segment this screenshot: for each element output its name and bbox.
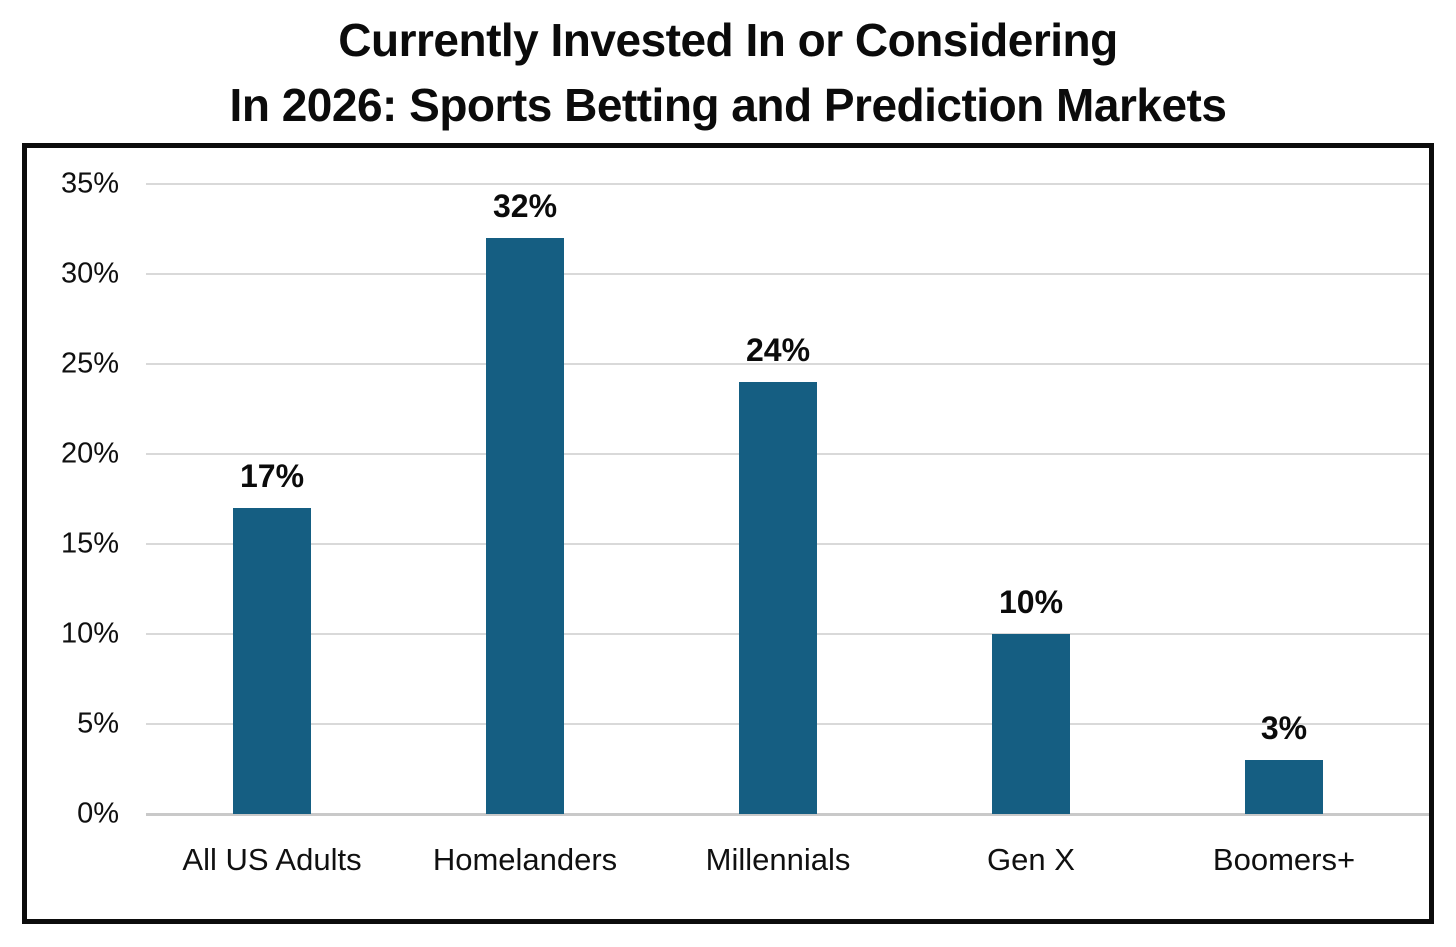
bar-homelanders: [486, 238, 564, 814]
chart-frame: 35% 30% 25% 20% 15% 10% 5% 0% 17% 32% 24% 10% 3% Al…: [22, 143, 1434, 924]
x-axis-baseline: [146, 813, 1429, 816]
x-category-label-all-us-adults: All US Adults: [182, 842, 362, 877]
x-category-label-gen-x: Gen X: [987, 842, 1075, 877]
bar-all-us-adults: [233, 508, 311, 814]
bar-value-label-millennials: 24%: [745, 332, 811, 368]
y-axis-labels: 35% 30% 25% 20% 15% 10% 5% 0%: [27, 168, 119, 830]
y-tick-label: 10%: [60, 617, 119, 650]
y-tick-label: 30%: [60, 257, 119, 290]
gridline: [146, 363, 1429, 365]
chart-title-line-1: Currently Invested In or Considering: [338, 14, 1118, 66]
x-category-label-millennials: Millennials: [705, 842, 851, 877]
bar-boomers: [1245, 760, 1323, 814]
gridline: [146, 183, 1429, 185]
y-tick-label: 0%: [77, 797, 119, 830]
y-tick-label: 25%: [60, 347, 119, 380]
gridline: [146, 273, 1429, 275]
x-category-label-boomers: Boomers+: [1212, 842, 1356, 877]
plot-area: 17% 32% 24% 10% 3%: [146, 183, 1429, 816]
bar-value-label-gen-x: 10%: [998, 584, 1064, 620]
bar-millennials: [739, 382, 817, 814]
chart-title-line-2: In 2026: Sports Betting and Prediction M…: [229, 79, 1227, 131]
x-category-label-homelanders: Homelanders: [432, 842, 618, 877]
y-tick-label: 5%: [77, 707, 119, 740]
y-tick-label: 15%: [60, 527, 119, 560]
bar-value-label-homelanders: 32%: [492, 188, 558, 224]
bar-value-label-all-us-adults: 17%: [239, 458, 305, 494]
bar-value-label-boomers: 3%: [1260, 710, 1308, 746]
chart-title: Currently Invested In or Considering In …: [0, 8, 1456, 138]
y-tick-label: 20%: [60, 437, 119, 470]
y-tick-label: 35%: [60, 167, 119, 200]
bar-gen-x: [992, 634, 1070, 814]
